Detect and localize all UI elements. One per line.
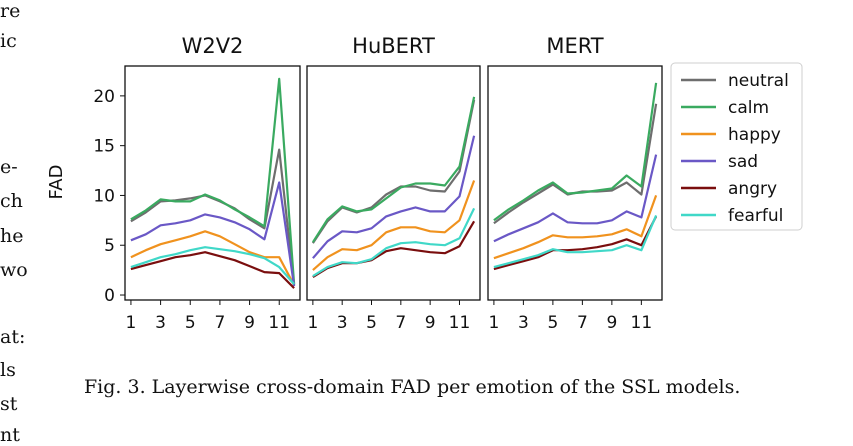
legend-label-sad: sad — [728, 152, 758, 172]
x-tick-label: 5 — [366, 313, 377, 333]
x-tick-label: 1 — [307, 313, 318, 333]
x-tick-label: 7 — [577, 313, 588, 333]
y-axis-label: FAD — [46, 165, 67, 200]
series-line-calm — [493, 82, 658, 222]
plot-frame — [487, 65, 663, 301]
x-tick-label: 5 — [185, 313, 196, 333]
panel-mert: MERT 1 3 5 7 9 11 — [487, 34, 663, 333]
y-tick-label: 5 — [104, 236, 115, 256]
plot-frame — [124, 65, 301, 301]
figure-caption: Fig. 3. Layerwise cross-domain FAD per e… — [84, 376, 741, 398]
body-text-fragment: re — [0, 0, 21, 22]
series-line-sad — [130, 181, 296, 287]
x-tick-label: 1 — [488, 313, 499, 333]
panel-title: W2V2 — [182, 34, 244, 58]
series-line-fearful — [130, 246, 295, 285]
x-tick-label: 9 — [606, 313, 617, 333]
y-tick-label: 20 — [93, 87, 115, 107]
x-tick-label: 11 — [631, 313, 653, 333]
legend: neutral calm happy sad angry fearful — [670, 62, 803, 231]
series-line-sad — [312, 135, 476, 259]
legend-label-neutral: neutral — [728, 71, 789, 91]
panel-hubert: HuBERT 1 3 5 7 9 11 — [306, 34, 481, 333]
series-line-fearful — [493, 214, 658, 269]
body-text-fragment: wo — [0, 259, 28, 281]
x-tick-label: 11 — [449, 313, 471, 333]
body-text-fragment: st — [0, 393, 18, 415]
body-text-fragment: he — [0, 225, 24, 247]
legend-label-happy: happy — [728, 125, 781, 145]
x-tick-label: 7 — [215, 313, 226, 333]
body-text-fragment: at: — [0, 326, 26, 348]
legend-label-fearful: fearful — [728, 206, 783, 226]
x-tick-label: 3 — [337, 313, 348, 333]
x-tick-label: 7 — [395, 313, 406, 333]
series-line-happy — [130, 230, 296, 286]
x-tick-label: 9 — [244, 313, 255, 333]
series-line-neutral — [311, 99, 476, 244]
series-line-angry — [130, 251, 295, 289]
legend-label-calm: calm — [728, 98, 769, 118]
panel-title: MERT — [546, 34, 603, 58]
series-line-fearful — [312, 207, 476, 278]
series-line-calm — [311, 96, 476, 243]
x-tick-label: 3 — [518, 313, 529, 333]
panel-title: HuBERT — [352, 34, 435, 58]
plot-frame — [306, 65, 481, 301]
series-line-happy — [493, 195, 658, 260]
body-text-fragment: ic — [0, 30, 17, 52]
series-line-angry — [493, 215, 658, 271]
series-line-sad — [493, 154, 658, 243]
series-line-neutral — [493, 103, 658, 225]
body-text-fragment: ls — [0, 359, 16, 381]
x-tick-label: 5 — [547, 313, 558, 333]
body-text-fragment: ch — [0, 190, 23, 212]
series-line-calm — [130, 77, 296, 285]
x-tick-label: 11 — [268, 313, 290, 333]
x-tick-label: 3 — [155, 313, 166, 333]
legend-label-angry: angry — [728, 179, 777, 199]
y-tick-label: 0 — [104, 286, 115, 306]
y-tick-label: 15 — [93, 137, 115, 157]
x-tick-label: 9 — [425, 313, 436, 333]
x-tick-label: 1 — [126, 313, 137, 333]
series-line-happy — [312, 180, 476, 271]
y-tick-label: 10 — [93, 186, 115, 206]
body-text-fragment: e- — [0, 156, 18, 178]
